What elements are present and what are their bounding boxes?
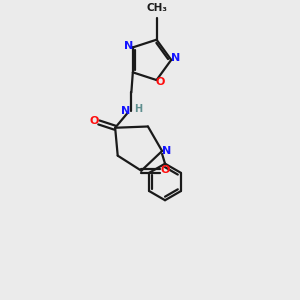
Text: CH₃: CH₃ [146,4,167,14]
Text: N: N [171,53,180,63]
Text: N: N [124,41,133,51]
Text: H: H [134,104,142,115]
Text: N: N [122,106,131,116]
Text: O: O [160,165,170,175]
Text: O: O [89,116,99,126]
Text: N: N [162,146,171,156]
Text: O: O [156,76,165,86]
